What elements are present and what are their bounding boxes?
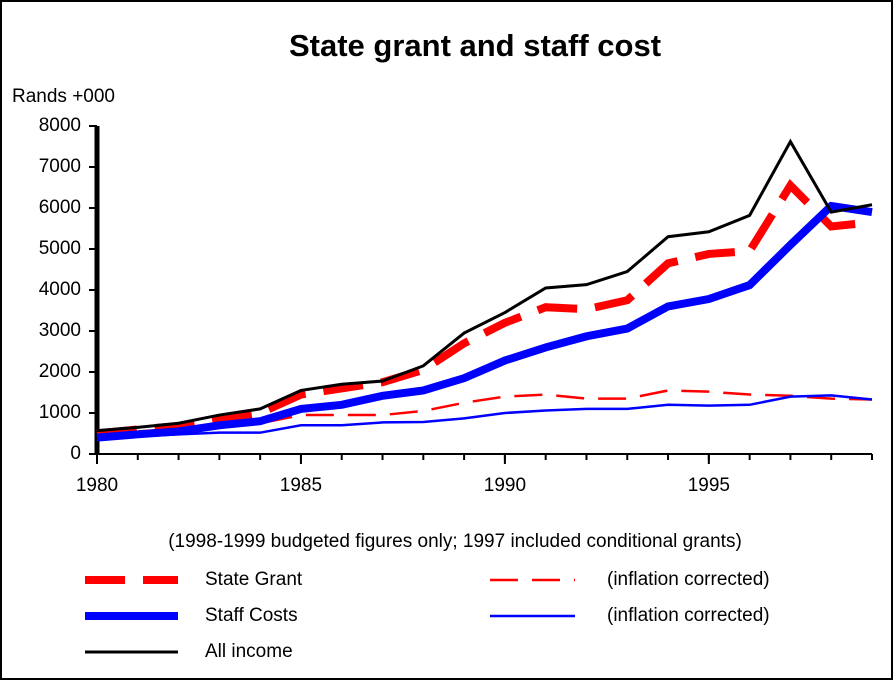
x-tick-label: 1995 bbox=[688, 475, 730, 496]
x-tick-label: 1990 bbox=[484, 475, 526, 496]
chart-title: State grant and staff cost bbox=[289, 28, 661, 63]
legend-label: (inflation corrected) bbox=[607, 569, 770, 590]
legend-label: State Grant bbox=[205, 569, 303, 590]
series-line bbox=[96, 179, 873, 438]
legend-label: All income bbox=[205, 641, 293, 662]
y-tick-label: 4000 bbox=[39, 279, 81, 300]
y-tick-label: 7000 bbox=[39, 156, 81, 177]
series-line bbox=[96, 394, 873, 440]
x-tick-label: 1980 bbox=[76, 475, 118, 496]
y-tick-label: 5000 bbox=[39, 238, 81, 259]
y-tick-label: 1000 bbox=[39, 402, 81, 423]
y-tick-label: 8000 bbox=[39, 115, 81, 136]
x-tick-label: 1985 bbox=[280, 475, 322, 496]
y-tick-label: 3000 bbox=[39, 320, 81, 341]
note: (1998-1999 budgeted figures only; 1997 i… bbox=[168, 531, 742, 552]
y-axis-label: Rands +000 bbox=[12, 86, 115, 107]
series-line bbox=[96, 201, 873, 442]
legend-label: Staff Costs bbox=[205, 605, 298, 626]
y-tick-label: 2000 bbox=[39, 361, 81, 382]
y-tick-label: 6000 bbox=[39, 197, 81, 218]
y-tick-label: 0 bbox=[70, 443, 81, 464]
series-line bbox=[96, 138, 873, 433]
legend-label: (inflation corrected) bbox=[607, 605, 770, 626]
